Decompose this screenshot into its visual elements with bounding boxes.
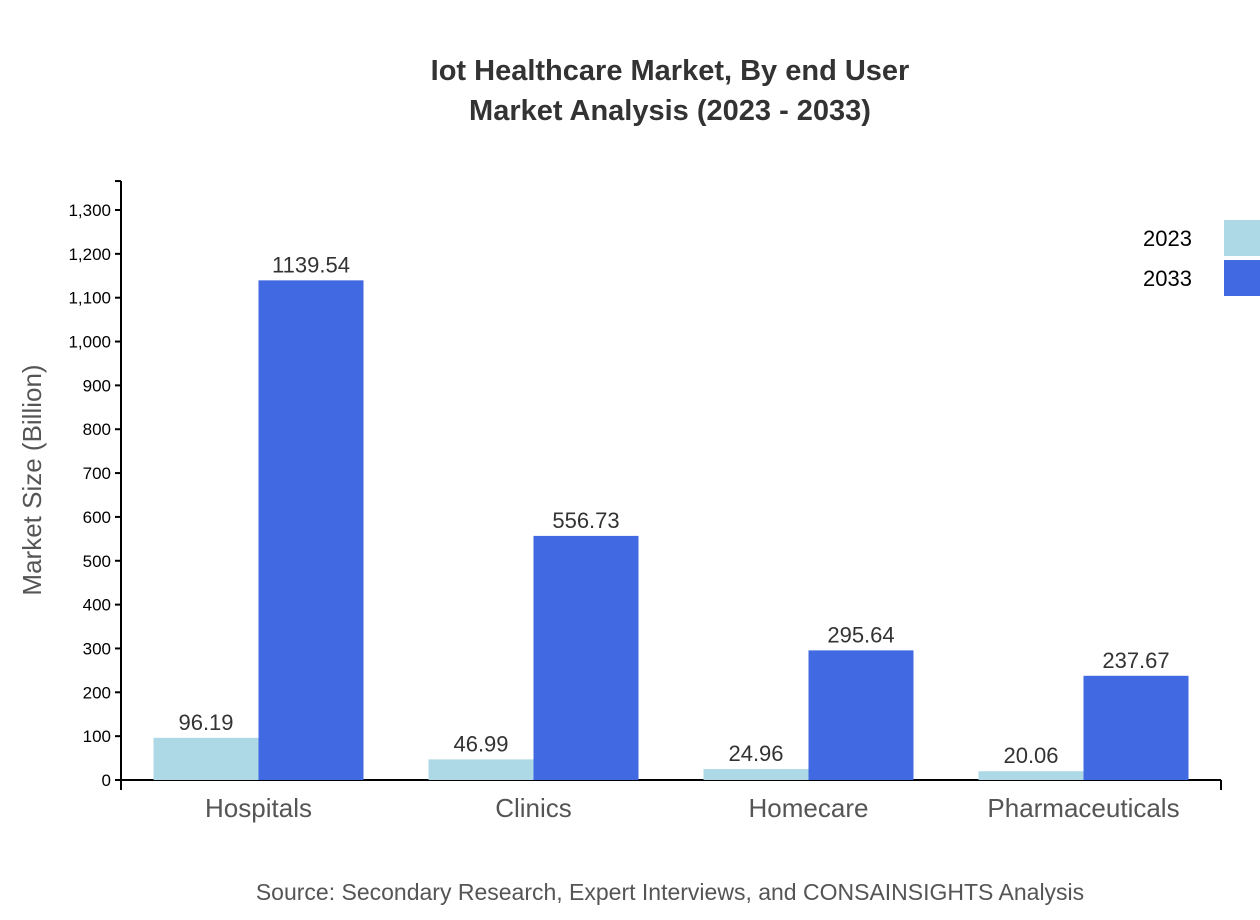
x-tick-label: Pharmaceuticals [987,793,1179,823]
legend-label: 2033 [1143,266,1192,291]
legend-label: 2023 [1143,226,1192,251]
y-axis: 0 100 200 300 400 500 600 700 800 900 1,000 1,100 1,… [68,180,122,790]
y-tick-label: 200 [83,683,111,702]
data-label: 96.19 [178,710,233,735]
y-tick-label: 800 [83,420,111,439]
bar-2033-homecare [808,650,914,780]
x-tick-label: Hospitals [205,793,312,823]
data-label: 1139.54 [272,252,350,277]
y-tick-label: 0 [102,771,111,790]
y-tick-label: 1,200 [68,245,111,264]
y-tick-label: 1,000 [68,333,111,352]
y-tick-label: 300 [83,639,111,658]
data-label: 20.06 [1003,743,1058,768]
bar-2023-hospitals [153,737,259,780]
data-label: 556.73 [552,508,619,533]
chart-title-line-2: Market Analysis (2023 - 2033) [469,95,871,127]
legend-swatch-2033 [1224,260,1260,296]
legend-swatch-2023 [1224,220,1260,256]
x-tick-label: Homecare [749,793,869,823]
y-tick-label: 100 [83,727,111,746]
data-label: 237.67 [1102,648,1169,673]
y-tick-label: 900 [83,376,111,395]
y-tick-label: 1,300 [68,201,111,220]
bar-2023-clinics [428,759,534,780]
bar-2033-clinics [533,535,639,780]
data-label: 24.96 [728,741,783,766]
legend: 2023 2033 [1143,220,1260,296]
source-note: Source: Secondary Research, Expert Inter… [256,879,1084,905]
data-label: 295.64 [827,622,894,647]
bar-2023-pharmaceuticals [978,771,1084,780]
y-tick-label: 1,100 [68,289,111,308]
y-axis-label: Market Size (Billion) [17,364,47,595]
y-tick-label: 400 [83,596,111,615]
bar-2033-hospitals [258,280,364,780]
bars: 96.19 1139.54 46.99 556.73 24.96 295.64 20.06 2… [153,252,1189,780]
y-tick-label: 500 [83,552,111,571]
bar-2023-homecare [703,769,809,780]
data-label: 46.99 [453,731,508,756]
x-tick-label: Clinics [495,793,572,823]
y-tick-label: 600 [83,508,111,527]
y-tick-label: 700 [83,464,111,483]
x-axis: Hospitals Clinics Homecare Pharmaceuticals [120,779,1222,823]
bar-2033-pharmaceuticals [1083,675,1189,780]
chart-title-line-1: Iot Healthcare Market, By end User [431,55,910,87]
